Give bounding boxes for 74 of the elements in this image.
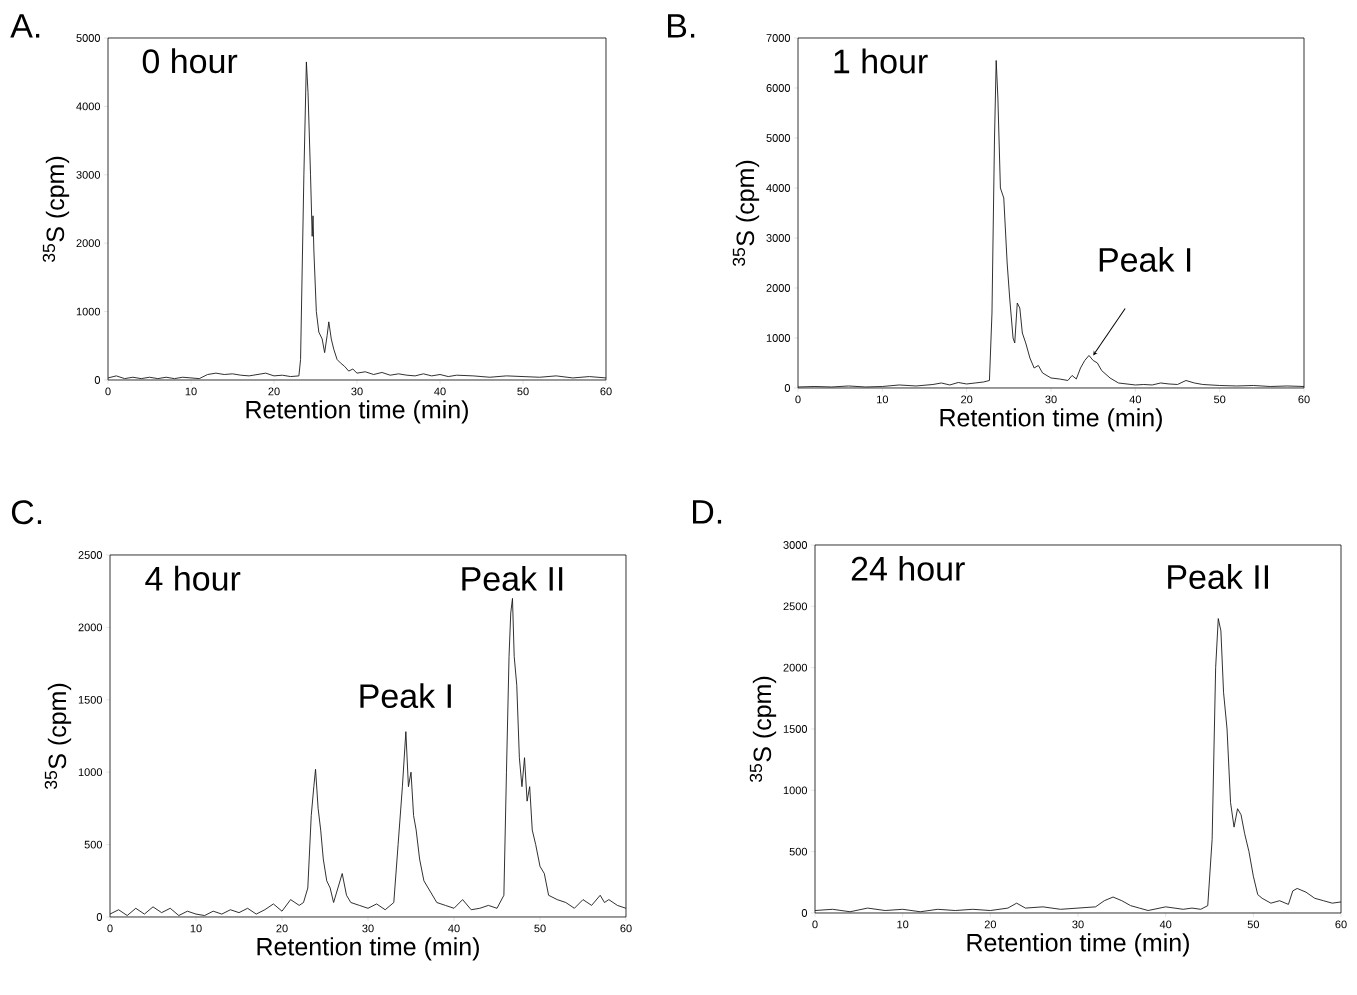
text: A. (10, 14, 40, 38)
y-tick-label: 2500 (78, 551, 103, 559)
y-tick-label: 4000 (76, 102, 101, 111)
x-tick-label: 40 (1159, 920, 1172, 929)
text: B. (668, 14, 695, 38)
y-axis-title: $^{35}$S (cpm) (42, 156, 70, 263)
x-tick-label: 10 (877, 395, 889, 404)
text: D. (693, 500, 722, 524)
x-axis-title: Retention time (min) (967, 933, 1189, 957)
x-tick-label: 10 (190, 924, 202, 933)
y-axis-title: $^{35}$S (cpm) (732, 160, 760, 267)
x-tick-label: 60 (1335, 920, 1347, 929)
x-tick-label: 60 (620, 924, 632, 933)
x-tick-label: 0 (107, 924, 113, 933)
y-tick-label: 500 (84, 840, 103, 849)
x-tick-label: 40 (448, 924, 460, 933)
x-tick-label: 30 (351, 387, 363, 396)
y-tick-label: 4000 (766, 184, 791, 192)
x-tick-label: 0 (105, 387, 111, 396)
y-tick-label: 1500 (78, 695, 103, 704)
chart-title: 4 hour (145, 565, 241, 591)
annotation: Peak II (462, 565, 563, 591)
y-tick-label: 2000 (783, 663, 808, 672)
y-tick-label: 1000 (783, 786, 808, 795)
x-axis-title: Retention time (min) (940, 408, 1162, 432)
y-tick-label: 1000 (766, 334, 791, 342)
x-tick-label: 10 (185, 387, 197, 396)
y-tick-label: 5000 (766, 134, 791, 142)
y-tick-label: 3000 (76, 170, 101, 179)
y-tick-label: 2000 (766, 284, 791, 292)
x-tick-label: 10 (897, 920, 909, 929)
annotation: Peak II (1168, 564, 1269, 590)
x-tick-label: 20 (961, 395, 973, 404)
text: C. (11, 500, 42, 525)
x-tick-label: 30 (1045, 395, 1057, 404)
x-tick-label: 0 (812, 920, 818, 929)
x-tick-label: 50 (1247, 920, 1260, 929)
y-tick-label: 1000 (76, 307, 101, 316)
y-tick-label: 2000 (78, 623, 103, 632)
y-tick-label: 2500 (783, 602, 808, 611)
y-tick-label: 500 (789, 847, 808, 856)
chart-title: 24 hour (851, 555, 965, 581)
x-tick-label: 40 (434, 387, 446, 396)
x-tick-label: 20 (984, 920, 997, 929)
x-tick-label: 50 (534, 924, 546, 933)
y-tick-label: 0 (96, 913, 103, 921)
x-tick-label: 20 (268, 387, 280, 396)
y-tick-label: 5000 (76, 34, 101, 42)
annotation: Peak I (1099, 246, 1191, 272)
y-tick-label: 0 (801, 909, 808, 917)
x-axis-title: Retention time (min) (246, 400, 468, 424)
x-tick-label: 50 (517, 387, 529, 396)
y-tick-label: 6000 (766, 84, 791, 92)
x-tick-label: 40 (1129, 395, 1142, 404)
x-tick-label: 20 (276, 924, 288, 933)
chart-title: 1 hour (834, 48, 928, 74)
y-tick-label: 7000 (766, 34, 791, 42)
y-axis-title: $^{35}$S (cpm) (44, 683, 72, 790)
x-tick-label: 30 (362, 924, 374, 933)
y-tick-label: 3000 (766, 234, 791, 242)
y-tick-label: 3000 (783, 541, 808, 549)
x-tick-label: 60 (1298, 395, 1310, 404)
y-tick-label: 0 (94, 376, 101, 384)
y-tick-label: 2000 (76, 239, 101, 248)
x-tick-label: 60 (600, 387, 612, 396)
x-tick-label: 30 (1072, 920, 1084, 929)
x-tick-label: 50 (1213, 395, 1226, 404)
chart-title: 0 hour (142, 48, 238, 74)
y-axis-title: $^{35}$S (cpm) (749, 676, 777, 783)
y-tick-label: 1000 (78, 768, 103, 777)
line-series (814, 618, 1342, 913)
y-tick-label: 1500 (783, 725, 808, 733)
x-axis-title: Retention time (min) (257, 937, 479, 961)
annotation: Peak I (360, 683, 451, 709)
